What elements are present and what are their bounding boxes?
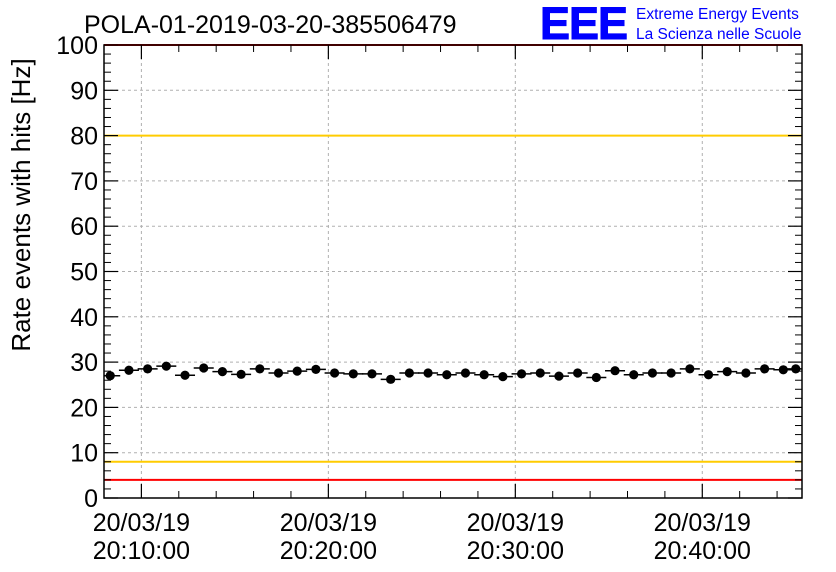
grid-lines xyxy=(104,45,802,498)
data-point xyxy=(685,364,695,374)
x-tick-date: 20/03/19 xyxy=(93,509,190,537)
data-point xyxy=(791,364,801,374)
data-point xyxy=(516,369,527,379)
data-point xyxy=(311,364,321,374)
logo-line-1: Extreme Energy Events xyxy=(636,6,799,23)
data-point xyxy=(329,368,340,378)
y-tick-label: 70 xyxy=(70,168,98,196)
y-tick-label: 100 xyxy=(56,32,98,60)
x-tick-date: 20/03/19 xyxy=(654,509,751,537)
data-point xyxy=(386,374,396,384)
data-point xyxy=(348,369,358,379)
eee-logo-mark: EEE xyxy=(540,0,627,49)
logo-line-2: La Scienza nelle Scuole xyxy=(636,26,801,43)
data-point xyxy=(498,371,508,382)
y-axis-label: Rate events with hits [Hz] xyxy=(6,58,36,351)
data-point xyxy=(666,368,676,378)
data-point xyxy=(554,371,564,381)
data-point xyxy=(199,363,209,373)
y-tick-label: 30 xyxy=(70,349,98,377)
data-point xyxy=(573,368,583,378)
y-tick-label: 90 xyxy=(70,77,98,105)
data-point xyxy=(105,371,115,381)
data-point xyxy=(124,365,134,375)
x-tick-time: 20:30:00 xyxy=(467,537,564,565)
data-point xyxy=(610,366,620,376)
y-tick-labels: 0 10 20 30 40 50 60 70 80 90 100 xyxy=(56,32,98,513)
data-point xyxy=(217,367,228,377)
data-point xyxy=(760,364,770,374)
data-point xyxy=(404,368,414,378)
eee-logo: EEE Extreme Energy Events La Scienza nel… xyxy=(540,0,802,50)
data-point xyxy=(460,368,471,378)
data-point xyxy=(273,368,284,378)
data-point xyxy=(741,368,751,378)
axis-ticks xyxy=(103,44,802,499)
reference-lines xyxy=(104,44,802,481)
y-tick-label: 10 xyxy=(70,440,98,468)
data-points xyxy=(104,361,802,384)
data-point xyxy=(647,368,658,378)
data-point xyxy=(629,370,639,380)
data-point xyxy=(180,370,190,380)
x-tick-labels: 20/03/1920:10:0020/03/1920:20:0020/03/19… xyxy=(93,509,751,565)
data-point xyxy=(255,364,265,374)
data-point xyxy=(143,364,153,374)
data-point xyxy=(367,369,377,379)
y-tick-label: 0 xyxy=(84,485,98,513)
data-point xyxy=(236,369,246,379)
y-tick-label: 80 xyxy=(70,123,98,151)
data-point xyxy=(703,370,714,380)
x-tick-date: 20/03/19 xyxy=(280,509,377,537)
x-tick-date: 20/03/19 xyxy=(467,509,564,537)
data-point xyxy=(423,368,433,378)
chart-title: POLA-01-2019-03-20-385506479 xyxy=(84,11,457,39)
x-tick-time: 20:20:00 xyxy=(280,537,377,565)
data-point xyxy=(479,370,489,380)
data-point xyxy=(442,370,452,380)
y-tick-label: 50 xyxy=(70,259,98,287)
x-tick-time: 20:40:00 xyxy=(654,537,751,565)
data-point xyxy=(535,368,545,378)
data-point xyxy=(591,372,601,383)
y-tick-label: 60 xyxy=(70,213,98,241)
data-point xyxy=(292,366,302,376)
y-tick-label: 20 xyxy=(70,394,98,422)
data-point xyxy=(161,361,171,371)
x-tick-time: 20:10:00 xyxy=(93,537,190,565)
y-tick-label: 40 xyxy=(70,304,98,332)
data-point xyxy=(722,367,732,377)
data-point xyxy=(778,365,788,375)
